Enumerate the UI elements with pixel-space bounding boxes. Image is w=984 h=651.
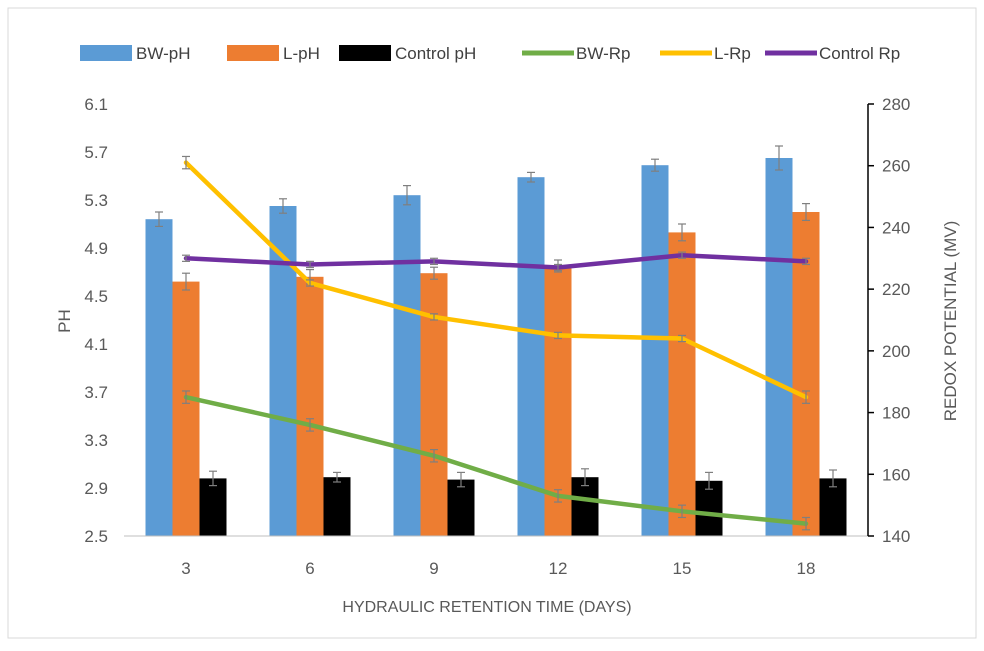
y-tick-label: 4.5: [84, 287, 108, 306]
y-axis-title: PH: [55, 309, 74, 333]
y2-tick-label: 140: [882, 527, 910, 546]
bar-series-group: [145, 145, 847, 536]
y2-tick-label: 160: [882, 465, 910, 484]
bar-control-ph: [447, 479, 475, 536]
y2-tick-label: 200: [882, 342, 910, 361]
bar-bw-ph: [765, 158, 793, 536]
x-tick-label: 12: [549, 559, 568, 578]
y-tick-label: 3.7: [84, 383, 108, 402]
x-tick-label: 15: [673, 559, 692, 578]
bar-bw-ph: [145, 219, 173, 536]
line-series-group: [182, 155, 810, 531]
y-tick-label: 6.1: [84, 95, 108, 114]
y-tick-label: 2.9: [84, 479, 108, 498]
y-tick-label: 5.3: [84, 191, 108, 210]
legend-label-l-rp: L-Rp: [714, 44, 751, 63]
y-tick-label: 3.3: [84, 431, 108, 450]
bar-l-ph: [172, 281, 200, 536]
bar-l-ph: [792, 212, 820, 536]
x-tick-label: 3: [181, 559, 190, 578]
bar-control-ph: [571, 477, 599, 536]
bar-control-ph: [199, 478, 227, 536]
line-control-rp: [183, 252, 809, 270]
y2-tick-label: 220: [882, 280, 910, 299]
y-tick-label: 4.1: [84, 335, 108, 354]
y-axis-ticks: 2.5 2.9 3.3 3.7 4.1 4.5 4.9 5.3 5.7 6.1: [84, 95, 108, 546]
x-axis-title: HYDRAULIC RETENTION TIME (DAYS): [342, 599, 631, 616]
bar-bw-ph: [393, 195, 421, 536]
y2-tick-label: 180: [882, 404, 910, 423]
y2-tick-label: 240: [882, 218, 910, 237]
legend-label-control-rp: Control Rp: [819, 44, 900, 63]
legend-swatch-control-ph: [339, 45, 391, 61]
y-tick-label: 2.5: [84, 527, 108, 546]
legend-label-control-ph: Control pH: [395, 44, 476, 63]
x-axis-ticks: 3 6 9 12 15 18: [181, 559, 815, 578]
y2-axis-ticks: 140 160 180 200 220 240 260 280: [868, 95, 910, 546]
y-tick-label: 4.9: [84, 239, 108, 258]
bar-control-ph: [819, 478, 847, 536]
legend-label-l-ph: L-pH: [283, 44, 320, 63]
bar-control-ph: [323, 477, 351, 536]
bar-bw-ph: [641, 165, 669, 536]
y2-tick-label: 260: [882, 157, 910, 176]
x-tick-label: 9: [429, 559, 438, 578]
x-tick-label: 18: [797, 559, 816, 578]
y-tick-label: 5.7: [84, 143, 108, 162]
bar-l-ph: [296, 276, 324, 536]
bar-control-ph: [695, 480, 723, 536]
line-bw-rp: [183, 394, 809, 526]
bar-bw-ph: [517, 177, 545, 536]
y2-axis-title: REDOX POTENTIAL (MV): [941, 221, 960, 422]
legend: BW-pH L-pH Control pH BW-Rp L-Rp Control Rp: [80, 44, 900, 63]
y2-tick-label: 280: [882, 95, 910, 114]
legend-label-bw-rp: BW-Rp: [576, 44, 630, 63]
legend-swatch-l-ph: [227, 45, 279, 61]
x-tick-label: 6: [305, 559, 314, 578]
legend-swatch-bw-ph: [80, 45, 132, 61]
bar-l-ph: [668, 232, 696, 536]
legend-label-bw-ph: BW-pH: [136, 44, 190, 63]
